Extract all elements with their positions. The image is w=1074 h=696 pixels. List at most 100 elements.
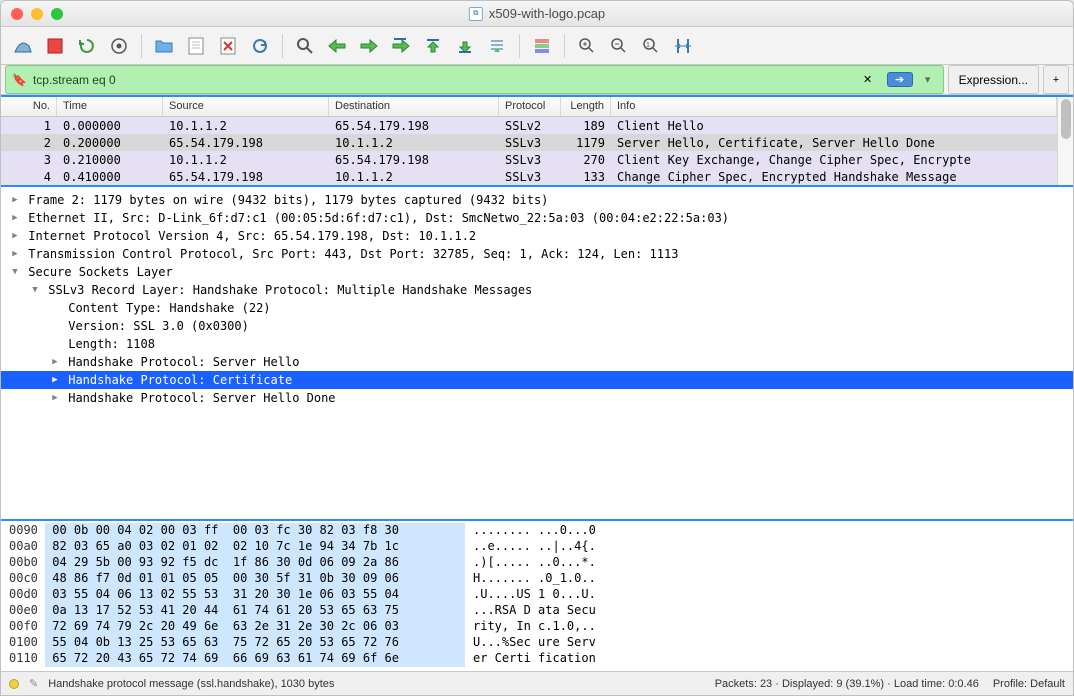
zoom-out-button[interactable] [605,32,633,60]
detail-row[interactable]: ▼ Secure Sockets Layer [1,263,1073,281]
packet-row[interactable]: 20.20000065.54.179.19810.1.1.2SSLv31179S… [1,134,1057,151]
detail-text: Version: SSL 3.0 (0x0300) [61,319,249,333]
toolbar-separator [564,34,565,58]
toolbar-separator [282,34,283,58]
col-info[interactable]: Info [611,97,1057,116]
expand-toggle-icon[interactable]: ▼ [29,285,41,295]
filter-history-button[interactable]: ▾ [919,73,937,86]
minimize-button[interactable] [31,8,43,20]
detail-row[interactable]: Version: SSL 3.0 (0x0300) [1,317,1073,335]
col-protocol[interactable]: Protocol [499,97,561,116]
hex-offset: 00f0 [1,619,45,635]
save-file-button[interactable] [182,32,210,60]
open-file-button[interactable] [150,32,178,60]
hex-row[interactable]: 00c0 48 86 f7 0d 01 01 05 05 00 30 5f 31… [1,571,1073,587]
clear-filter-button[interactable]: ✕ [855,73,881,86]
stop-capture-button[interactable] [41,32,69,60]
detail-row[interactable]: ▶ Handshake Protocol: Server Hello [1,353,1073,371]
detail-row[interactable]: ▶ Internet Protocol Version 4, Src: 65.5… [1,227,1073,245]
hex-row[interactable]: 00f0 72 69 74 79 2c 20 49 6e 63 2e 31 2e… [1,619,1073,635]
zoom-reset-button[interactable]: 1 [637,32,665,60]
go-forward-button[interactable] [355,32,383,60]
detail-row[interactable]: Length: 1108 [1,335,1073,353]
col-time[interactable]: Time [57,97,163,116]
bookmark-icon[interactable]: 🔖 [12,73,27,87]
packet-list-body[interactable]: 10.00000010.1.1.265.54.179.198SSLv2189Cl… [1,117,1057,185]
hex-bytes: 82 03 65 a0 03 02 01 02 02 10 7c 1e 94 3… [45,539,465,555]
status-message: Handshake protocol message (ssl.handshak… [48,678,334,690]
hex-row[interactable]: 0110 65 72 20 43 65 72 74 69 66 69 63 61… [1,651,1073,667]
col-length[interactable]: Length [561,97,611,116]
detail-row[interactable]: ▶ Handshake Protocol: Certificate [1,371,1073,389]
hex-ascii: ..e..... ..|..4{. [465,539,665,555]
go-to-packet-button[interactable] [387,32,415,60]
hex-bytes: 55 04 0b 13 25 53 65 63 75 72 65 20 53 6… [45,635,465,651]
hex-offset: 0090 [1,523,45,539]
reload-file-button[interactable] [246,32,274,60]
display-filter-input[interactable] [33,73,849,87]
go-first-button[interactable] [419,32,447,60]
apply-filter-button[interactable]: ➔ [887,72,913,87]
expand-toggle-icon[interactable]: ▶ [9,213,21,223]
go-last-button[interactable] [451,32,479,60]
hex-offset: 0100 [1,635,45,651]
hex-bytes: 72 69 74 79 2c 20 49 6e 63 2e 31 2e 30 2… [45,619,465,635]
shark-fin-icon[interactable] [9,32,37,60]
hex-bytes: 65 72 20 43 65 72 74 69 66 69 63 61 74 6… [45,651,465,667]
hex-bytes: 00 0b 00 04 02 00 03 ff 00 03 fc 30 82 0… [45,523,465,539]
expand-toggle-icon[interactable]: ▶ [49,393,61,403]
expand-toggle-icon[interactable]: ▶ [49,357,61,367]
find-button[interactable] [291,32,319,60]
detail-row[interactable]: ▶ Handshake Protocol: Server Hello Done [1,389,1073,407]
resize-columns-button[interactable] [669,32,697,60]
hex-row[interactable]: 00b0 04 29 5b 00 93 92 f5 dc 1f 86 30 0d… [1,555,1073,571]
edit-icon[interactable]: ✎ [29,677,38,690]
detail-row[interactable]: ▶ Frame 2: 1179 bytes on wire (9432 bits… [1,191,1073,209]
add-filter-button[interactable]: + [1043,65,1069,94]
detail-row[interactable]: ▶ Ethernet II, Src: D-Link_6f:d7:c1 (00:… [1,209,1073,227]
titlebar: ⧉ x509-with-logo.pcap [1,1,1073,27]
hex-row[interactable]: 00e0 0a 13 17 52 53 41 20 44 61 74 61 20… [1,603,1073,619]
maximize-button[interactable] [51,8,63,20]
hex-offset: 00d0 [1,587,45,603]
detail-text: Handshake Protocol: Server Hello Done [61,391,336,405]
detail-text: Ethernet II, Src: D-Link_6f:d7:c1 (00:05… [21,211,729,225]
detail-text: Length: 1108 [61,337,155,351]
packet-row[interactable]: 40.41000065.54.179.19810.1.1.2SSLv3133Ch… [1,168,1057,185]
packet-details-pane[interactable]: ▶ Frame 2: 1179 bytes on wire (9432 bits… [1,187,1073,521]
capture-options-button[interactable] [105,32,133,60]
packet-row[interactable]: 30.21000010.1.1.265.54.179.198SSLv3270Cl… [1,151,1057,168]
toolbar-separator [141,34,142,58]
colorize-button[interactable] [528,32,556,60]
hex-offset: 00a0 [1,539,45,555]
detail-text: Handshake Protocol: Server Hello [61,355,299,369]
detail-row[interactable]: ▶ Transmission Control Protocol, Src Por… [1,245,1073,263]
expression-button[interactable]: Expression... [948,65,1039,94]
go-back-button[interactable] [323,32,351,60]
packet-row[interactable]: 10.00000010.1.1.265.54.179.198SSLv2189Cl… [1,117,1057,134]
restart-capture-button[interactable] [73,32,101,60]
auto-scroll-button[interactable] [483,32,511,60]
detail-row[interactable]: ▼ SSLv3 Record Layer: Handshake Protocol… [1,281,1073,299]
hex-bytes: 04 29 5b 00 93 92 f5 dc 1f 86 30 0d 06 0… [45,555,465,571]
col-no[interactable]: No. [1,97,57,116]
expand-toggle-icon[interactable]: ▶ [9,249,21,259]
zoom-in-button[interactable] [573,32,601,60]
col-source[interactable]: Source [163,97,329,116]
expand-toggle-icon[interactable]: ▶ [9,195,21,205]
close-button[interactable] [11,8,23,20]
hex-row[interactable]: 0090 00 0b 00 04 02 00 03 ff 00 03 fc 30… [1,523,1073,539]
hex-row[interactable]: 00d0 03 55 04 06 13 02 55 53 31 20 30 1e… [1,587,1073,603]
status-profile[interactable]: Profile: Default [993,678,1065,690]
expand-toggle-icon[interactable]: ▼ [9,267,21,277]
expand-toggle-icon[interactable]: ▶ [49,375,61,385]
packet-list-scrollbar[interactable] [1057,97,1073,185]
hex-row[interactable]: 00a0 82 03 65 a0 03 02 01 02 02 10 7c 1e… [1,539,1073,555]
expert-info-led-icon[interactable] [9,679,19,689]
expand-toggle-icon[interactable]: ▶ [9,231,21,241]
packet-bytes-pane[interactable]: 0090 00 0b 00 04 02 00 03 ff 00 03 fc 30… [1,521,1073,671]
hex-row[interactable]: 0100 55 04 0b 13 25 53 65 63 75 72 65 20… [1,635,1073,651]
col-destination[interactable]: Destination [329,97,499,116]
close-file-button[interactable] [214,32,242,60]
detail-row[interactable]: Content Type: Handshake (22) [1,299,1073,317]
